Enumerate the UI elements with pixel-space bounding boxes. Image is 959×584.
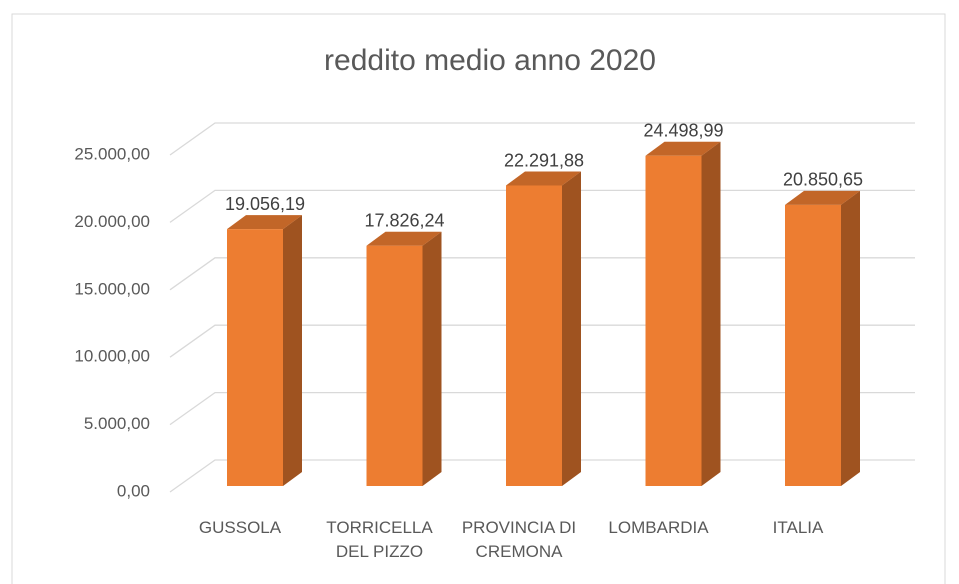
bar-side [562, 171, 581, 486]
y-tick-label: 10.000,00 [74, 347, 150, 366]
chart-title: reddito medio anno 2020 [324, 44, 656, 77]
bar-front [506, 185, 562, 486]
bar-side [422, 231, 442, 486]
bar-side-shade [422, 231, 442, 486]
bar-top-shade [506, 171, 581, 186]
bar-side [841, 190, 860, 487]
bar-front [645, 155, 702, 487]
bar [506, 171, 581, 486]
bar [366, 231, 442, 486]
bar-side [701, 141, 721, 487]
bar-top [366, 231, 442, 246]
y-tick-label: 15.000,00 [74, 279, 150, 298]
y-tick-label: 20.000,00 [74, 212, 150, 231]
bar-side-shade [841, 190, 860, 487]
y-tick-label: 0,00 [117, 481, 150, 500]
bar-top-shade [785, 190, 860, 205]
x-tick-label: ITALIA [772, 518, 824, 537]
y-tick-label: 5.000,00 [84, 414, 150, 433]
bar-front [785, 204, 841, 487]
bar [785, 190, 860, 487]
data-label: 22.291,88 [504, 150, 584, 170]
data-label: 20.850,65 [783, 170, 863, 190]
bar-side-shade [701, 141, 721, 487]
x-tick-label: TORRICELLA DEL PIZZO [326, 518, 433, 561]
grid-line [169, 122, 915, 156]
bar [227, 215, 302, 486]
bar-side-shade [283, 215, 302, 486]
bar-side-shade [562, 171, 581, 486]
data-label: 17.826,24 [364, 210, 444, 230]
y-tick-label: 25.000,00 [74, 144, 150, 163]
bar-front [366, 245, 423, 486]
bar-top [506, 171, 581, 186]
bar-top-shade [227, 215, 302, 230]
bar-side [283, 215, 302, 486]
bar-top [785, 190, 860, 205]
bar-top-shade [366, 231, 442, 246]
bar-top [227, 215, 302, 230]
data-label: 24.498,99 [643, 121, 723, 141]
x-tick-label: PROVINCIA DI CREMONA [461, 518, 577, 561]
bar-top-shade [645, 141, 721, 156]
bar-front [227, 229, 283, 486]
bar-top [645, 141, 721, 156]
x-tick-label: GUSSOLA [198, 518, 282, 537]
x-tick-label: LOMBARDIA [608, 518, 709, 537]
bar [645, 141, 721, 487]
data-label: 19.056,19 [225, 194, 305, 214]
